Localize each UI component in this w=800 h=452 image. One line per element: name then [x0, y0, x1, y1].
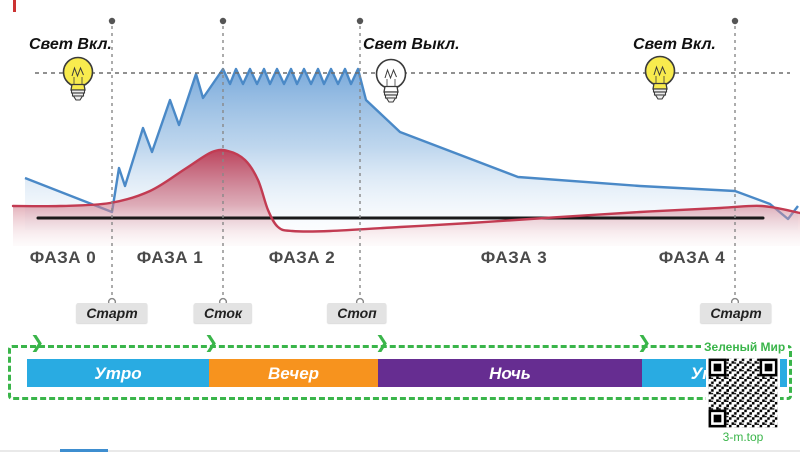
video-progress-bar[interactable] [0, 450, 800, 452]
phase-label-3: ФАЗА 3 [480, 248, 548, 267]
ec-area [13, 149, 800, 246]
chevron-icon: ❯ [30, 333, 45, 353]
ec-line [11, 148, 800, 233]
light-on-bulb-icon [62, 56, 94, 101]
phase-label-2: ФАЗА 2 [268, 248, 336, 267]
legend: Электропроводность Содержание воды [0, 404, 800, 450]
chevron-icon: ❯ [375, 333, 390, 353]
day-cycle-bar: ❯ ❯ ❯ ❯ Утро Вечер Ночь Утро [8, 335, 792, 400]
brand-site: 3-m.top [722, 430, 764, 444]
timeline-segment-morning: Утро [27, 359, 209, 387]
timeline-segment-evening: Вечер [209, 359, 378, 387]
light-on-bulb-icon-2 [644, 55, 676, 100]
red-edge-mark [13, 0, 16, 12]
chevron-icon: ❯ [204, 333, 219, 353]
marker-start-tag: Старт [76, 303, 148, 323]
segment-label: Ночь [489, 363, 531, 383]
video-progress-played[interactable] [60, 449, 108, 452]
segment-label: Вечер [267, 363, 320, 383]
boundary-top-dots [108, 17, 739, 25]
light-off-label: Свет Выкл. [363, 36, 460, 53]
qr-code [706, 356, 780, 430]
segment-label: Утро [94, 363, 142, 383]
phase-label-0: ФАЗА 0 [29, 248, 97, 267]
chevron-icon: ❯ [637, 333, 652, 353]
phase-label-4: ФАЗА 4 [658, 248, 726, 267]
marker-stop-tag: Стоп [327, 303, 387, 323]
phase-chart [11, 17, 800, 307]
light-off-bulb-icon [375, 58, 407, 103]
light-on-label-2: Свет Вкл. [633, 36, 716, 53]
marker-start2-tag: Старт [700, 303, 772, 323]
water-content-line [24, 67, 799, 221]
cycle-segments: Утро Вечер Ночь Утро [27, 359, 787, 387]
phase-label-1: ФАЗА 1 [136, 248, 204, 267]
marker-drain-tag: Сток [193, 303, 253, 323]
light-on-label: Свет Вкл. [29, 36, 112, 53]
timeline-segment-night: Ночь [378, 359, 642, 387]
brand-name: Зеленый Мир [701, 340, 789, 355]
